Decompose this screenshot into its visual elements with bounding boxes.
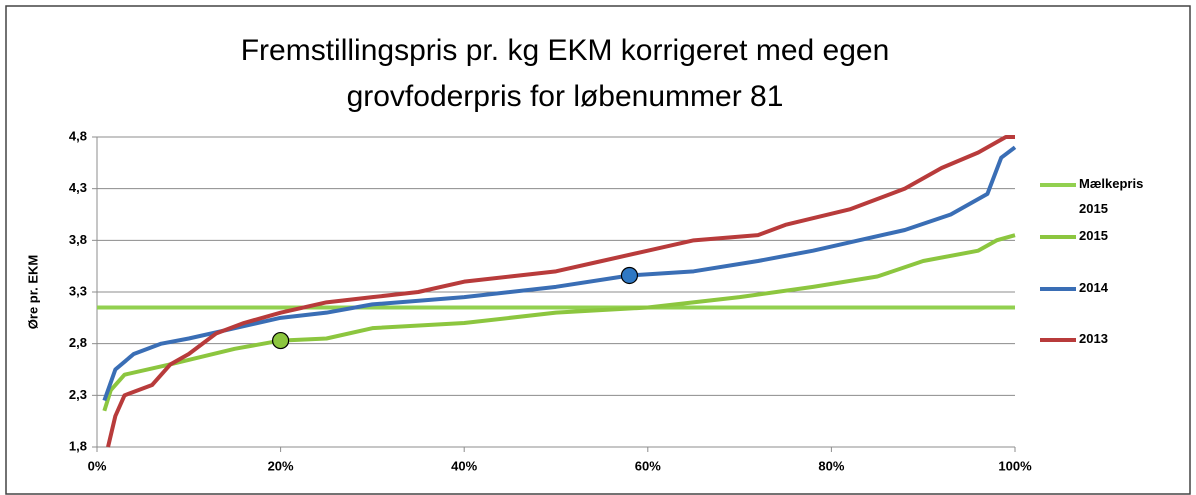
y-tick-label: 2,8 [69, 335, 87, 350]
x-tick-label: 80% [818, 458, 844, 473]
x-tick-label: 40% [451, 458, 477, 473]
highlight-point [620, 266, 639, 285]
legend-swatch [1040, 338, 1076, 342]
y-axis-label: Øre pr. EKM [25, 255, 40, 329]
legend-swatch [1040, 287, 1076, 291]
series-line [106, 135, 1015, 448]
y-tick-label: 2,3 [69, 387, 87, 402]
series-line [102, 145, 1017, 402]
y-tick-label: 3,3 [69, 283, 87, 298]
x-tick-label: 60% [635, 458, 661, 473]
highlight-point [272, 331, 290, 350]
x-tick-label: 0% [88, 458, 107, 473]
series-line [102, 233, 1016, 412]
legend-label: 2013 [1079, 331, 1108, 346]
legend-label: Mælkepris 2015 [1079, 176, 1144, 216]
legend-item: 2015 [1040, 228, 1139, 248]
legend-swatch [1040, 235, 1076, 239]
y-tick-label: 4,8 [69, 128, 87, 143]
legend-label: 2014 [1079, 280, 1108, 295]
legend-swatch [1040, 183, 1076, 187]
x-tick-label: 100% [998, 458, 1032, 473]
legend-label: 2015 [1079, 228, 1108, 243]
y-tick-label: 1,8 [69, 438, 87, 453]
y-tick-label: 4,3 [69, 180, 87, 195]
chart-title: grovfoderpris for løbenummer 81 [347, 80, 784, 113]
legend-item: Mælkepris 2015 [1040, 176, 1143, 221]
x-tick-label: 20% [268, 458, 294, 473]
y-tick-label: 3,8 [69, 232, 87, 247]
legend-item: 2014 [1040, 280, 1139, 300]
chart-title: Fremstillingspris pr. kg EKM korrigeret … [241, 34, 890, 67]
chart-border [5, 5, 1191, 495]
legend-item: 2013 [1040, 331, 1139, 351]
